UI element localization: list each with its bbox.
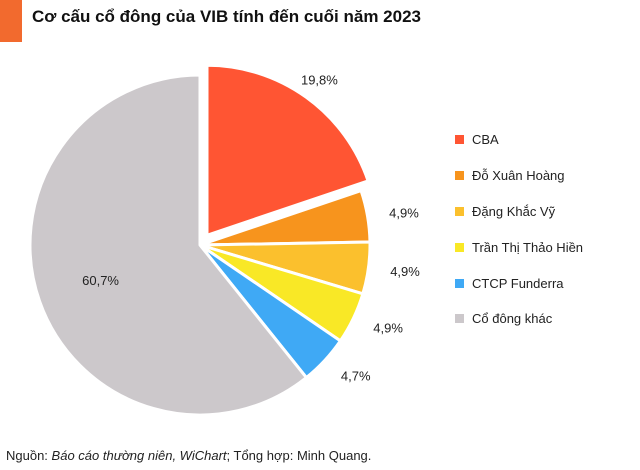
legend-label-5: Cổ đông khác [472, 311, 553, 327]
legend-label-0: CBA [472, 132, 499, 148]
source-italic: Báo cáo thường niên, WiChart [51, 448, 227, 463]
pie-labels: 19,8% 4,9% 4,9% 4,9% 4,7% 60,7% [82, 72, 420, 383]
pie-label-3: 4,9% [373, 321, 403, 336]
legend-item-0: CBA [455, 122, 583, 158]
legend-swatch-2 [455, 206, 464, 216]
pie-chart: 19,8% 4,9% 4,9% 4,9% 4,7% 60,7% [28, 63, 420, 417]
legend-swatch-0 [455, 135, 464, 145]
legend-swatch-3 [455, 242, 464, 252]
pie-slice-5 [28, 73, 308, 417]
pie-slices [28, 63, 372, 417]
pie-label-5: 60,7% [82, 273, 119, 288]
chart-legend: CBA Đỗ Xuân Hoàng Đặng Khắc Vỹ Trần Thị Thả… [455, 122, 583, 337]
source-note: Nguồn: Báo cáo thường niên, WiChart; Tổn… [6, 448, 371, 463]
legend-item-4: CTCP Funderra [455, 265, 583, 301]
legend-label-2: Đặng Khắc Vỹ [472, 203, 556, 219]
chart-title: Cơ cấu cổ đông của VIB tính đến cuối năm… [32, 7, 421, 26]
pie-slice-0 [205, 63, 370, 237]
legend-label-3: Trần Thị Thảo Hiền [472, 239, 584, 255]
legend-swatch-1 [455, 171, 464, 181]
pie-label-2: 4,9% [390, 264, 420, 279]
source-suffix: ; Tổng hợp: Minh Quang. [226, 448, 372, 463]
legend-label-1: Đỗ Xuân Hoàng [472, 168, 565, 184]
legend-item-3: Trần Thị Thảo Hiền [455, 229, 583, 265]
legend-item-2: Đặng Khắc Vỹ [455, 194, 583, 230]
legend-item-5: Cổ đông khác [455, 301, 583, 337]
legend-swatch-4 [455, 278, 464, 288]
pie-label-4: 4,7% [341, 368, 371, 383]
legend-swatch-5 [455, 314, 464, 324]
title-accent-bar [0, 0, 22, 42]
source-prefix: Nguồn: [6, 448, 52, 463]
legend-item-1: Đỗ Xuân Hoàng [455, 158, 583, 194]
legend-label-4: CTCP Funderra [472, 275, 564, 291]
pie-label-1: 4,9% [389, 205, 419, 220]
pie-label-0: 19,8% [301, 72, 338, 87]
